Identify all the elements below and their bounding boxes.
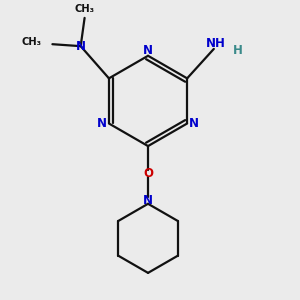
Text: N: N [143, 194, 153, 207]
Text: O: O [143, 167, 153, 180]
Text: CH₃: CH₃ [75, 4, 94, 14]
Text: H: H [233, 44, 243, 57]
Text: NH: NH [206, 37, 226, 50]
Text: N: N [143, 44, 153, 57]
Text: N: N [97, 117, 107, 130]
Text: CH₃: CH₃ [21, 37, 41, 47]
Text: N: N [189, 117, 199, 130]
Text: N: N [76, 40, 86, 53]
